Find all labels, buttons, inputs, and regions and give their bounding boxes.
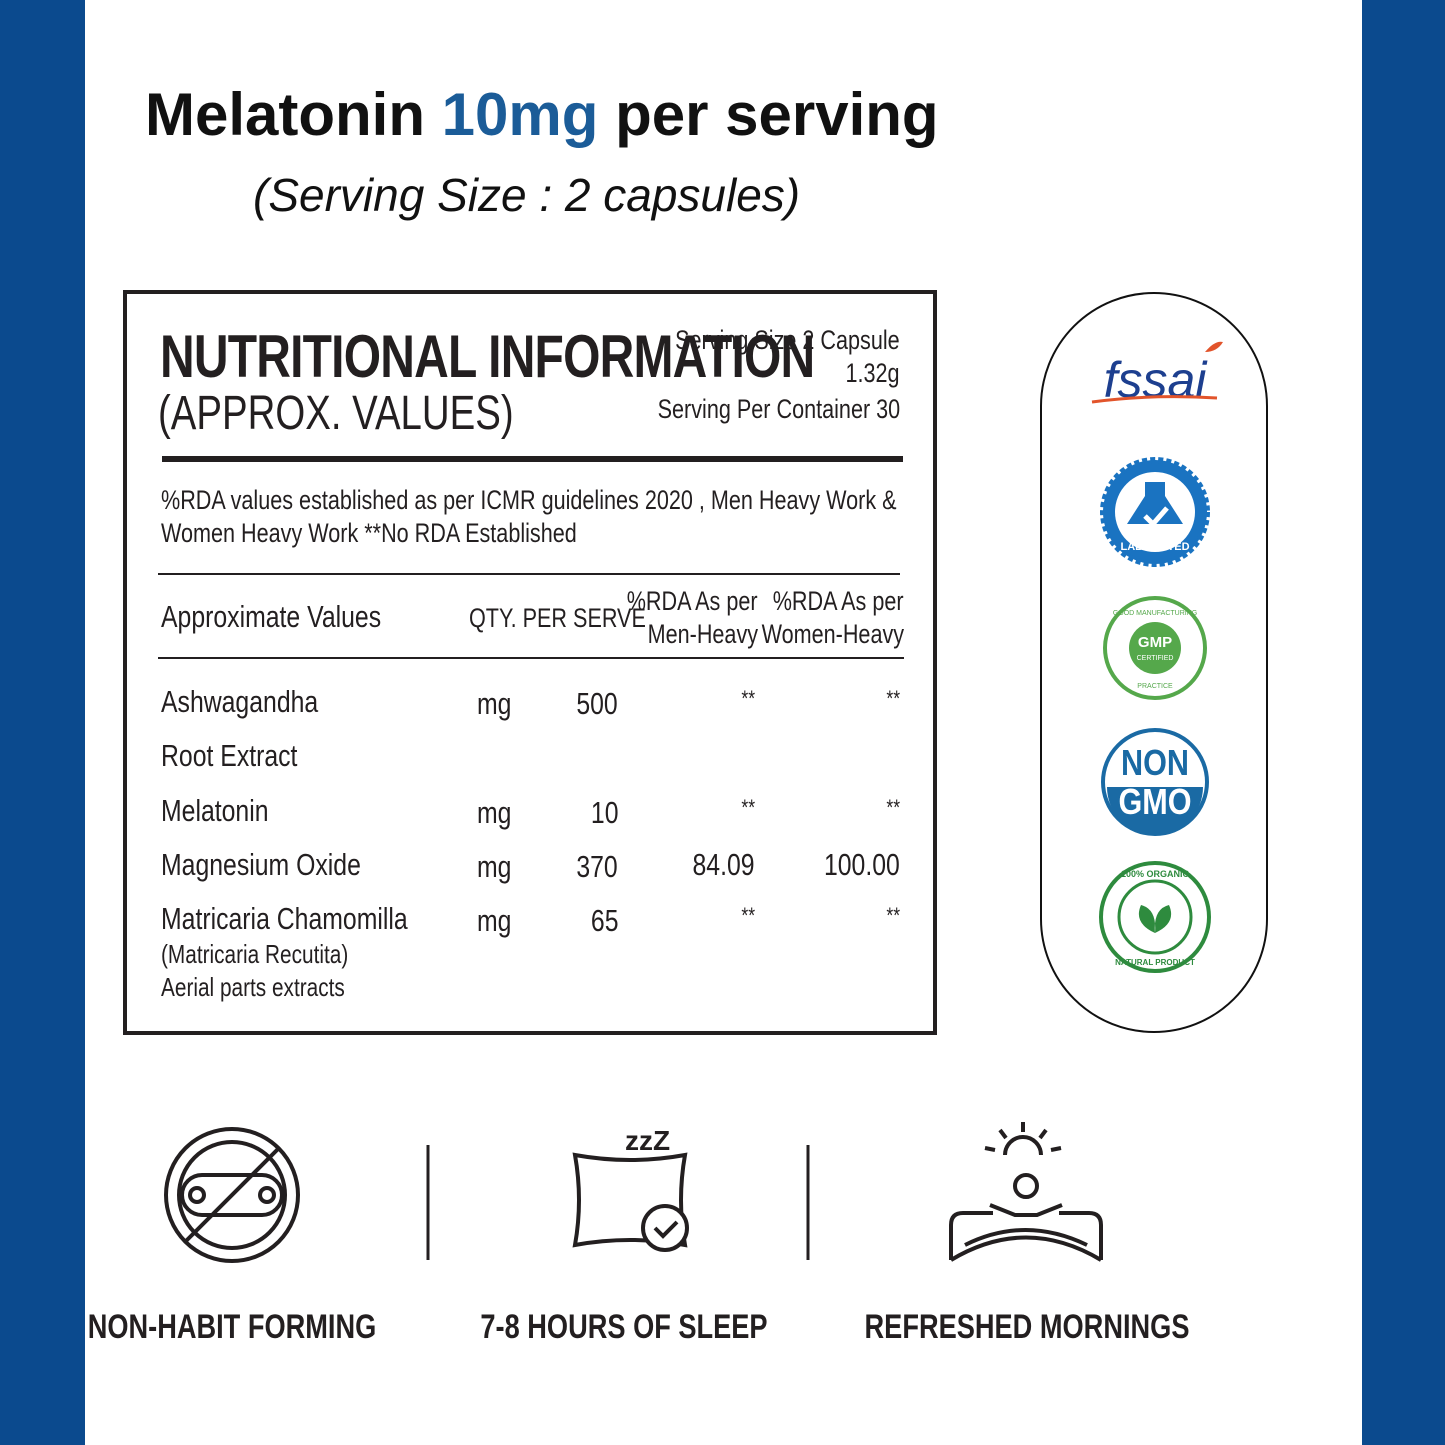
servings-per-container: Serving Per Container 30 bbox=[657, 394, 900, 424]
subtitle: (Serving Size : 2 capsules) bbox=[253, 169, 801, 221]
lab-badge: LAB TESTED bbox=[1100, 457, 1210, 567]
feature-label: NON-HABIT FORMING bbox=[87, 1308, 377, 1346]
row-rda-women: ** bbox=[886, 686, 900, 711]
badge-text: LAB TESTED bbox=[1120, 541, 1189, 553]
badge-text: NATURAL PRODUCT bbox=[1115, 958, 1195, 967]
row-rda-women: ** bbox=[886, 795, 900, 820]
no-pill-icon bbox=[164, 1127, 300, 1263]
row-rda-women: 100.00 bbox=[824, 847, 900, 882]
column-header: Women-Heavy bbox=[761, 619, 904, 649]
leaf bbox=[1205, 341, 1223, 352]
row-name: Aerial parts extracts bbox=[161, 972, 345, 1002]
row-rda-men: ** bbox=[741, 903, 755, 928]
badge-text: GMP bbox=[1138, 634, 1172, 651]
column-header: Men-Heavy bbox=[647, 619, 758, 649]
badge-pill bbox=[1040, 292, 1268, 1033]
badge-text: PRACTICE bbox=[1137, 683, 1173, 690]
badge-text: 100% ORGANIC bbox=[1121, 869, 1190, 879]
panel-subtitle: (APPROX. VALUES) bbox=[158, 387, 514, 440]
badge-text: NON bbox=[1121, 744, 1189, 784]
row-qty: 500 bbox=[576, 686, 618, 721]
column-header: Approximate Values bbox=[161, 599, 382, 634]
badge-text: GOOD MANUFACTURING bbox=[1113, 610, 1197, 617]
side-bar bbox=[0, 0, 85, 1445]
row-qty: 10 bbox=[590, 795, 618, 830]
feature-label: 7-8 HOURS OF SLEEP bbox=[480, 1308, 768, 1346]
row-name: Matricaria Chamomilla bbox=[161, 901, 408, 936]
column-header: QTY. PER SERVE bbox=[469, 603, 646, 633]
divider bbox=[158, 657, 904, 659]
column-header: %RDA As per bbox=[627, 586, 758, 616]
row-rda-men: ** bbox=[741, 795, 755, 820]
row-unit: mg bbox=[477, 849, 512, 884]
row-unit: mg bbox=[477, 686, 512, 721]
row-qty: 65 bbox=[590, 903, 618, 938]
non-gmo-badge: NON GMO bbox=[1101, 728, 1209, 836]
row-unit: mg bbox=[477, 795, 512, 830]
row-qty: 370 bbox=[576, 849, 618, 884]
row-rda-men: 84.09 bbox=[692, 847, 755, 882]
zzz: zzZ bbox=[625, 1125, 670, 1156]
feature-icons: zzZ bbox=[164, 1122, 1103, 1263]
title-highlight: 10mg bbox=[441, 81, 599, 148]
row-unit: mg bbox=[477, 903, 512, 938]
row-rda-women: ** bbox=[886, 903, 900, 928]
sunrise-icon bbox=[949, 1122, 1103, 1262]
nutrition-panel bbox=[123, 290, 937, 1035]
badges: fssai LAB TESTED GMP CERTIFIED GOOD MANU… bbox=[1091, 341, 1223, 973]
row-name: Magnesium Oxide bbox=[161, 847, 361, 882]
badge-text: GMO bbox=[1118, 783, 1191, 823]
feature-label: REFRESHED MORNINGS bbox=[864, 1308, 1190, 1346]
underline bbox=[1091, 395, 1218, 404]
organic-badge: 100% ORGANIC NATURAL PRODUCT bbox=[1099, 861, 1211, 973]
gmp-badge: GMP CERTIFIED GOOD MANUFACTURING PRACTIC… bbox=[1103, 596, 1207, 700]
column-header: %RDA As per bbox=[773, 586, 904, 616]
title-text: per serving bbox=[615, 81, 939, 148]
serving-weight: 1.32g bbox=[845, 358, 900, 388]
row-rda-men: ** bbox=[741, 686, 755, 711]
note: %RDA values established as per ICMR guid… bbox=[161, 485, 897, 515]
panel-title: NUTRITIONAL INFORMATION bbox=[160, 323, 815, 390]
row-name: (Matricaria Recutita) bbox=[161, 939, 349, 969]
side-bar bbox=[1362, 0, 1445, 1445]
divider bbox=[162, 456, 903, 462]
title-text: Melatonin bbox=[145, 81, 425, 148]
row-name: Melatonin bbox=[161, 793, 269, 828]
title: Melatonin 10mg per serving bbox=[145, 80, 939, 149]
serving-size: Serving Size 2 Capsule bbox=[675, 325, 900, 355]
badge-text: CERTIFIED bbox=[1137, 655, 1174, 662]
note: Women Heavy Work **No RDA Established bbox=[161, 518, 577, 548]
row-name: Root Extract bbox=[161, 738, 298, 773]
row-name: Ashwagandha bbox=[161, 684, 319, 719]
pillow-icon bbox=[572, 1152, 689, 1252]
divider bbox=[158, 573, 900, 575]
